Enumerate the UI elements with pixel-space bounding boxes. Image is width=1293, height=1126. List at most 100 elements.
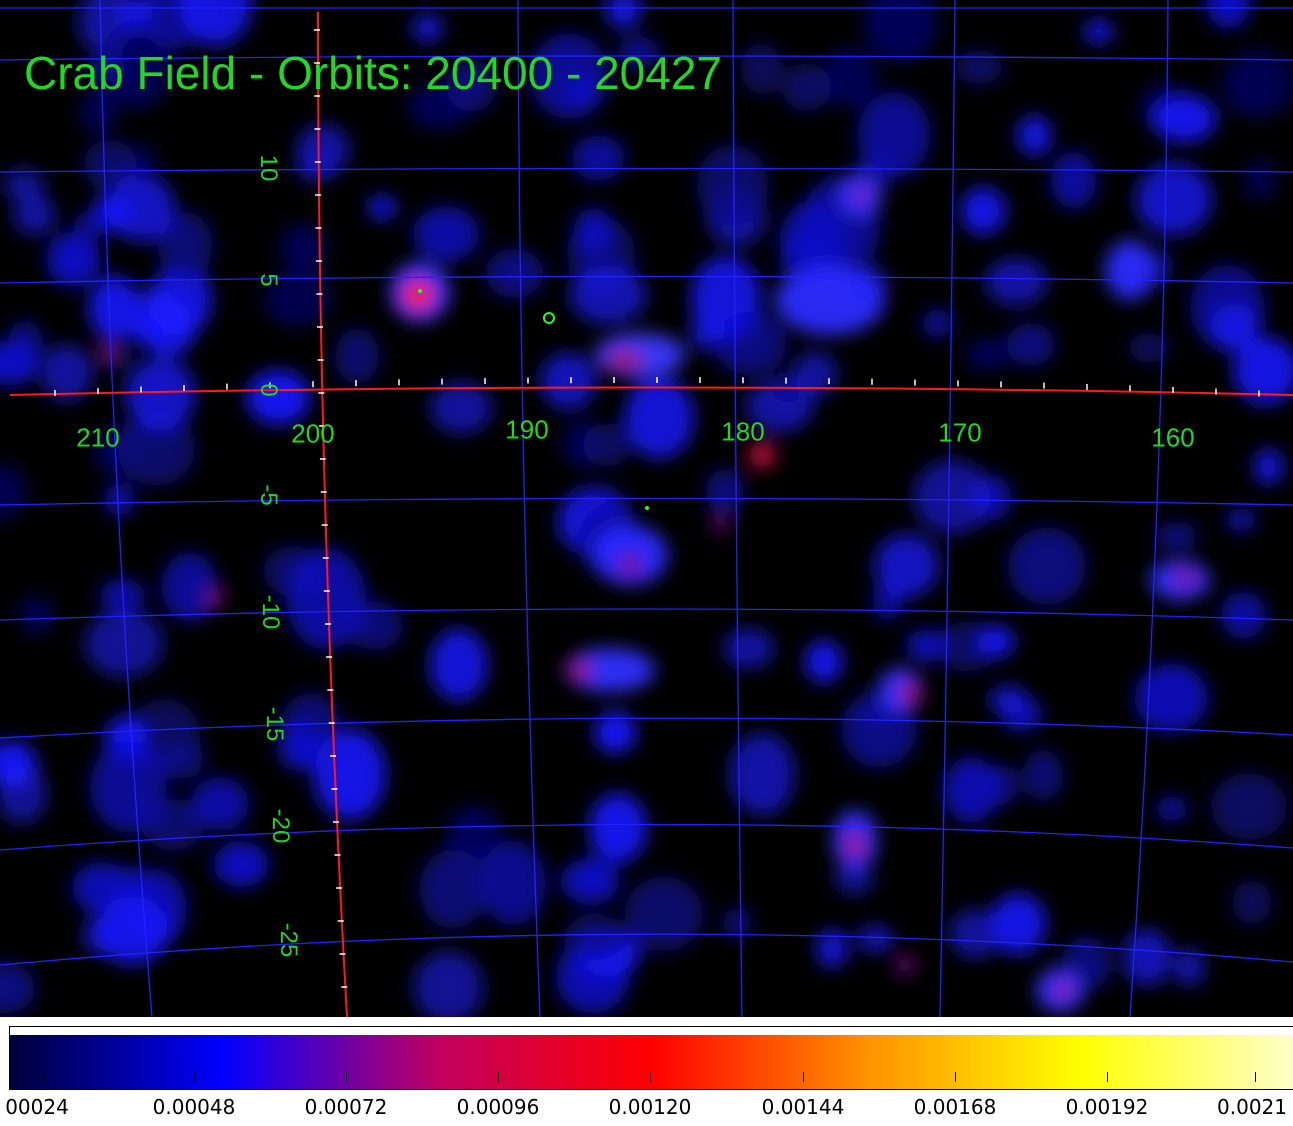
- intensity-blob: [1151, 94, 1217, 143]
- intensity-blob: [906, 629, 948, 662]
- intensity-blob: [1122, 929, 1171, 986]
- colorbar-tick: [498, 1072, 499, 1082]
- intensity-blob: [984, 258, 1048, 306]
- intensity-blob: [569, 265, 647, 325]
- colorbar-tick: [346, 1072, 347, 1082]
- intensity-blob: [411, 12, 444, 43]
- grid-lat-m15: [0, 717, 1293, 739]
- intensity-blob: [723, 628, 774, 669]
- intensity-blob: [793, 351, 837, 398]
- intensity-blob: [706, 468, 744, 516]
- grid-lon-180: [732, 0, 743, 1017]
- intensity-blob: [206, 589, 224, 607]
- intensity-blob: [413, 951, 484, 1017]
- intensity-blob: [895, 956, 915, 974]
- intensity-blob: [565, 648, 655, 692]
- grid-lat-m20: [0, 823, 1293, 851]
- intensity-blob: [429, 381, 493, 434]
- reference-axes: [9, 11, 1293, 1017]
- intensity-blob: [213, 841, 270, 888]
- intensity-blob: [713, 311, 787, 376]
- intensity-blob: [1225, 507, 1256, 532]
- intensity-blob: [846, 831, 864, 859]
- intensity-blob: [899, 682, 921, 704]
- intensity-blob: [856, 925, 895, 953]
- colorbar-tick: [650, 1072, 651, 1082]
- latitude-label: -5: [255, 484, 282, 506]
- sky-map-canvas: [0, 0, 1293, 1017]
- latitude-label: -15: [261, 706, 288, 742]
- intensity-blob: [111, 866, 151, 899]
- intensity-blob: [1135, 163, 1213, 236]
- intensity-blob: [279, 692, 341, 767]
- intensity-blob: [989, 893, 1047, 955]
- intensity-blob: [90, 741, 167, 833]
- intensity-blob: [954, 50, 1004, 85]
- intensity-blob: [913, 459, 991, 535]
- intensity-blob: [949, 909, 1001, 959]
- intensity-blob: [624, 876, 704, 952]
- intensity-blob: [367, 195, 397, 220]
- intensity-blob: [617, 36, 661, 69]
- source-marker-ring: [543, 312, 555, 324]
- intensity-blob: [122, 144, 157, 175]
- axis-ticks: [54, 29, 1260, 988]
- intensity-blob: [1050, 151, 1097, 209]
- intensity-blobs: [0, 0, 1293, 1017]
- intensity-blob: [88, 276, 140, 341]
- intensity-blob: [296, 123, 350, 177]
- colorbar-tick: [42, 1072, 43, 1082]
- latitude-label: 10: [255, 154, 282, 182]
- intensity-blob: [740, 43, 783, 95]
- colorbar-tick-label: 0.00096: [456, 1095, 540, 1119]
- intensity-blob: [823, 47, 878, 108]
- meridian-axis: [317, 11, 348, 1017]
- intensity-blob: [571, 135, 625, 181]
- intensity-blob: [857, 92, 931, 178]
- intensity-blob: [749, 442, 775, 468]
- colorbar-tick-label: 0.00072: [304, 1095, 388, 1119]
- intensity-blob: [485, 249, 545, 299]
- intensity-blob: [106, 173, 175, 242]
- intensity-blob: [413, 206, 480, 262]
- intensity-blob: [101, 19, 172, 109]
- intensity-blob: [18, 595, 54, 635]
- intensity-blob: [1105, 240, 1155, 300]
- intensity-blob: [1233, 337, 1293, 405]
- map-title: Crab Field - Orbits: 20400 - 20427: [24, 47, 723, 99]
- latitude-label: -10: [257, 594, 284, 630]
- intensity-blob: [874, 533, 939, 598]
- intensity-blob: [1254, 448, 1284, 485]
- intensity-blob: [40, 344, 94, 402]
- intensity-blob: [863, 0, 938, 63]
- longitude-label: 210: [76, 422, 120, 453]
- intensity-blob: [582, 423, 631, 468]
- intensity-blob: [7, 320, 44, 367]
- colorbar-tick-label: 0.00048: [152, 1095, 236, 1119]
- intensity-blob: [833, 862, 874, 895]
- intensity-blob: [1173, 569, 1197, 587]
- equator-axis: [9, 386, 1293, 396]
- colorbar-tick-label: 0.0021: [1217, 1095, 1287, 1119]
- intensity-blob: [775, 265, 885, 335]
- intensity-blob: [46, 231, 101, 287]
- colorbar-tick-label: 0.00192: [1065, 1095, 1149, 1119]
- intensity-blob: [1190, 265, 1265, 349]
- intensity-blob: [1083, 18, 1114, 45]
- intensity-blob: [263, 271, 333, 327]
- intensity-blob: [1023, 749, 1064, 802]
- colorbar-tick-label: 0.00120: [608, 1095, 692, 1119]
- intensity-blob: [568, 660, 592, 680]
- grid-lat-m10: [0, 608, 1293, 621]
- intensity-blob: [540, 352, 597, 410]
- intensity-blob: [593, 711, 637, 754]
- intensity-blob: [1007, 527, 1086, 605]
- intensity-blob: [157, 211, 213, 279]
- grid-lon-170: [939, 0, 956, 1017]
- colorbar-tick-label: 0.00168: [913, 1095, 997, 1119]
- intensity-blob: [605, 0, 642, 29]
- intensity-blob: [607, 350, 643, 370]
- intensity-blob: [1134, 663, 1208, 732]
- intensity-blob: [722, 907, 752, 939]
- latitude-label: 0: [255, 383, 282, 397]
